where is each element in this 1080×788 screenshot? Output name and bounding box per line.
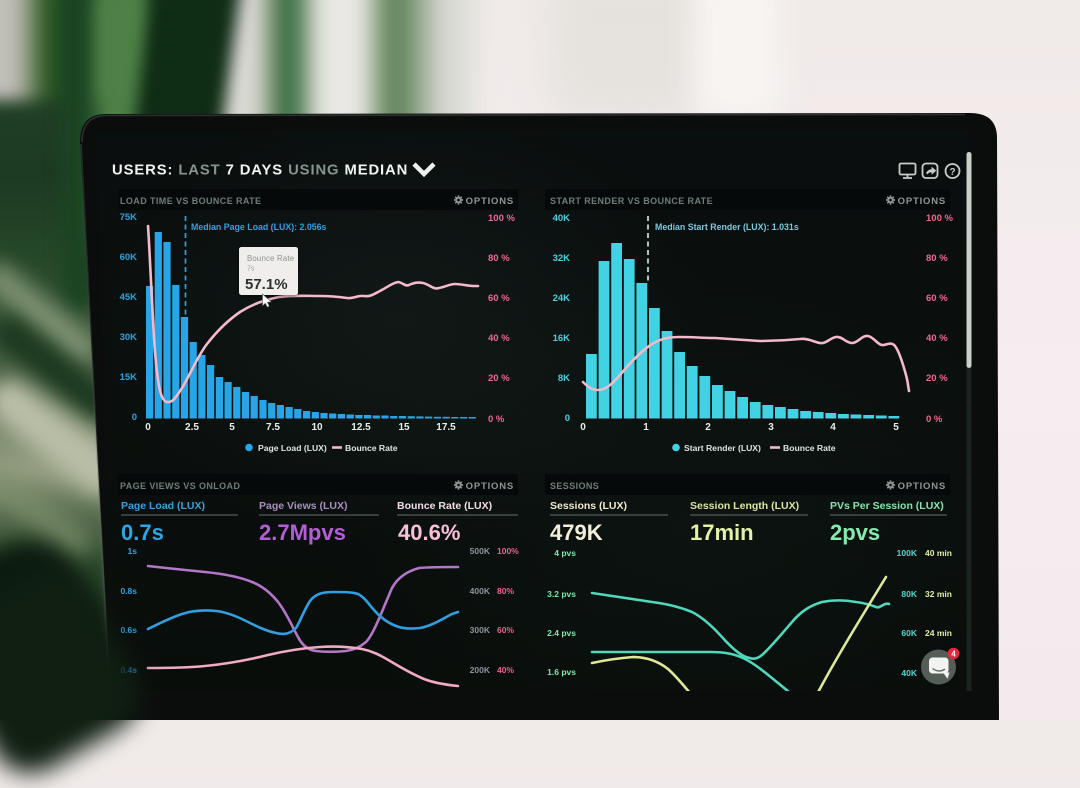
svg-text:80K: 80K [901, 589, 917, 599]
svg-text:40 %: 40 % [926, 333, 948, 344]
svg-text:3: 3 [768, 422, 774, 433]
svg-text:4 pvs: 4 pvs [554, 548, 576, 558]
svg-text:75K: 75K [120, 212, 138, 223]
svg-text:40 %: 40 % [488, 333, 510, 344]
svg-text:2.5: 2.5 [185, 422, 199, 433]
svg-text:Start Render (LUX): Start Render (LUX) [684, 443, 761, 453]
svg-text:60%: 60% [497, 625, 514, 635]
svg-text:32K: 32K [553, 253, 571, 264]
svg-text:Median Start Render (LUX): 1.0: Median Start Render (LUX): 1.031s [655, 222, 799, 232]
svg-text:400K: 400K [470, 586, 491, 596]
svg-text:12.5: 12.5 [351, 422, 371, 433]
svg-text:100 %: 100 % [488, 213, 515, 224]
svg-text:2.7Mpvs: 2.7Mpvs [259, 520, 346, 545]
svg-text:Session Length (LUX): Session Length (LUX) [690, 500, 799, 512]
svg-text:0: 0 [565, 413, 570, 424]
svg-text:80%: 80% [497, 586, 514, 596]
svg-text:Sessions (LUX): Sessions (LUX) [550, 500, 627, 512]
svg-text:USERS: LAST 7 DAYS USING MEDIA: USERS: LAST 7 DAYS USING MEDIAN [112, 163, 408, 179]
svg-text:60 %: 60 % [926, 293, 948, 304]
svg-text:4: 4 [830, 422, 836, 433]
svg-text:0 %: 0 % [926, 414, 943, 425]
svg-text:17min: 17min [690, 520, 754, 545]
svg-text:Median Page Load (LUX): 2.056s: Median Page Load (LUX): 2.056s [191, 222, 327, 232]
svg-text:LOAD TIME VS BOUNCE RATE: LOAD TIME VS BOUNCE RATE [120, 196, 261, 206]
svg-text:4: 4 [951, 650, 956, 659]
svg-text:1.6 pvs: 1.6 pvs [547, 667, 576, 677]
svg-text:30K: 30K [120, 332, 138, 343]
svg-text:0: 0 [580, 422, 586, 433]
svg-text:0: 0 [132, 412, 137, 423]
svg-text:57.1%: 57.1% [245, 276, 288, 293]
svg-text:80 %: 80 % [488, 253, 510, 264]
svg-text:5: 5 [893, 422, 899, 433]
svg-text:0 %: 0 % [488, 414, 505, 425]
svg-text:PVs Per Session (LUX): PVs Per Session (LUX) [830, 500, 944, 512]
svg-text:0.6s: 0.6s [120, 625, 137, 635]
svg-text:32 min: 32 min [925, 589, 952, 599]
svg-text:24K: 24K [553, 293, 571, 304]
svg-text:40 min: 40 min [925, 548, 952, 558]
svg-text:Page Load (LUX): Page Load (LUX) [258, 443, 327, 453]
svg-text:OPTIONS: OPTIONS [898, 196, 946, 207]
svg-text:17.5: 17.5 [436, 422, 456, 433]
svg-text:0.8s: 0.8s [120, 586, 137, 596]
svg-text:60K: 60K [120, 252, 138, 263]
svg-text:OPTIONS: OPTIONS [898, 481, 946, 492]
svg-text:40%: 40% [497, 665, 514, 675]
svg-text:START RENDER VS BOUNCE RATE: START RENDER VS BOUNCE RATE [550, 196, 713, 206]
svg-text:Bounce Rate (LUX): Bounce Rate (LUX) [397, 500, 492, 512]
svg-text:2.4 pvs: 2.4 pvs [547, 628, 576, 638]
svg-text:60 %: 60 % [488, 293, 510, 304]
svg-text:60K: 60K [901, 628, 917, 638]
svg-text:?: ? [949, 167, 955, 178]
svg-text:479K: 479K [550, 520, 603, 545]
svg-text:500K: 500K [470, 546, 491, 556]
svg-text:40K: 40K [553, 213, 571, 224]
svg-text:20 %: 20 % [926, 373, 948, 384]
svg-text:300K: 300K [470, 625, 491, 635]
svg-text:PAGE VIEWS VS ONLOAD: PAGE VIEWS VS ONLOAD [120, 481, 240, 491]
svg-text:Page Load (LUX): Page Load (LUX) [121, 500, 205, 512]
svg-text:8K: 8K [558, 373, 570, 384]
svg-text:7s: 7s [247, 266, 255, 273]
svg-text:7.5: 7.5 [266, 422, 280, 433]
svg-text:Bounce Rate: Bounce Rate [783, 443, 836, 453]
svg-text:200K: 200K [470, 665, 491, 675]
svg-text:100%: 100% [497, 546, 519, 556]
svg-text:16K: 16K [553, 333, 571, 344]
svg-text:1: 1 [643, 422, 649, 433]
svg-text:0.7s: 0.7s [121, 520, 164, 545]
svg-text:Bounce Rate: Bounce Rate [247, 254, 294, 263]
svg-text:40.6%: 40.6% [398, 520, 460, 545]
svg-text:2pvs: 2pvs [830, 520, 880, 545]
svg-text:20 %: 20 % [488, 373, 510, 384]
svg-text:Page Views (LUX): Page Views (LUX) [259, 500, 348, 512]
svg-text:40K: 40K [901, 668, 917, 678]
svg-text:100K: 100K [897, 548, 918, 558]
svg-text:SESSIONS: SESSIONS [550, 481, 599, 491]
svg-text:OPTIONS: OPTIONS [466, 196, 514, 207]
svg-text:1s: 1s [128, 546, 138, 556]
svg-text:OPTIONS: OPTIONS [466, 481, 514, 492]
svg-text:24 min: 24 min [925, 628, 952, 638]
svg-text:0: 0 [145, 422, 151, 433]
svg-text:80 %: 80 % [926, 253, 948, 264]
svg-text:100 %: 100 % [926, 213, 953, 224]
svg-text:2: 2 [705, 422, 711, 433]
svg-text:10: 10 [311, 422, 323, 433]
svg-text:Bounce Rate: Bounce Rate [345, 443, 398, 453]
svg-text:5: 5 [229, 422, 235, 433]
svg-text:45K: 45K [120, 292, 138, 303]
svg-text:3.2 pvs: 3.2 pvs [547, 589, 576, 599]
svg-text:15: 15 [398, 422, 410, 433]
svg-text:15K: 15K [120, 372, 138, 383]
